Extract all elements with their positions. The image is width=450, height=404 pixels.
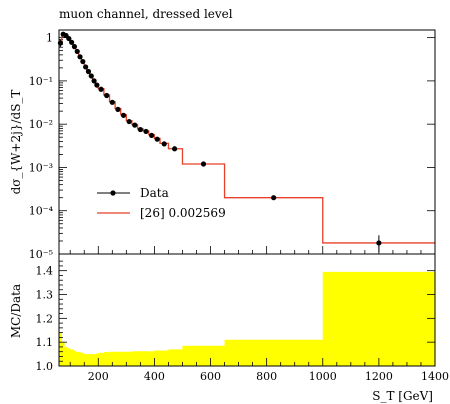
y-tick-label: 1 [46, 32, 53, 45]
mc-data-ratio-band [59, 271, 435, 366]
ratio-y-tick-label: 1.2 [36, 312, 54, 325]
ratio-panel: 1.0 1.1 1.2 1.3 1.4 200 400 600 800 1000 1200 1400… [9, 253, 449, 403]
ratio-y-tick-label: 1.3 [36, 289, 54, 302]
legend-data-marker [110, 190, 116, 196]
ratio-band-fill [59, 271, 435, 366]
ratio-x-ticks: 200 400 600 800 1000 1200 1400 [69, 358, 449, 383]
y-tick-label: 10⁻⁴ [29, 205, 54, 218]
x-tick-label: 1200 [365, 370, 393, 383]
ratio-y-tick-label: 1.0 [36, 360, 54, 373]
y-tick-label: 10⁻³ [29, 161, 53, 174]
data-point [126, 118, 132, 125]
main-frame [58, 29, 436, 255]
y-tick-label: 10⁻¹ [29, 75, 53, 88]
data-point [161, 141, 167, 147]
x-tick-label: 400 [144, 370, 165, 383]
data-point [104, 92, 110, 99]
x-tick-label: 1400 [421, 370, 449, 383]
x-tick-label: 200 [88, 370, 109, 383]
data-point [94, 82, 100, 88]
data-point [98, 86, 104, 92]
data-point [88, 73, 94, 79]
mc-step-line [59, 32, 435, 244]
ratio-y-tick-label: 1.1 [36, 336, 54, 349]
data-point [154, 136, 160, 142]
x-tick-label: 1000 [309, 370, 337, 383]
data-point [109, 99, 115, 105]
data-point [77, 54, 83, 60]
data-point [376, 240, 382, 246]
data-point [172, 146, 178, 152]
legend: Data [26] 0.002569 [97, 186, 226, 220]
data-point [137, 126, 143, 133]
data-point [74, 48, 80, 55]
x-tick-label: 600 [200, 370, 221, 383]
plot-title: muon channel, dressed level [59, 7, 233, 21]
data-point [85, 68, 92, 75]
y-tick-label: 10⁻² [29, 118, 53, 131]
main-x-ticks [69, 246, 436, 254]
y-tick-label: 10⁻⁵ [29, 248, 53, 261]
data-point [83, 64, 89, 70]
x-axis-label: S_T [GeV] [372, 389, 433, 403]
data-point [115, 106, 121, 112]
data-point [271, 195, 277, 201]
data-point [143, 128, 149, 135]
main-y-ticks: 10⁻⁵ 10⁻⁴ 10⁻³ 10⁻² 10⁻¹ 1 [29, 32, 435, 261]
x-tick-label: 800 [256, 370, 277, 383]
data-point [132, 122, 138, 128]
data-point [66, 35, 72, 42]
main-panel: 10⁻⁵ 10⁻⁴ 10⁻³ 10⁻² 10⁻¹ 1 dσ_{W+2j}/dS_T [9, 29, 436, 261]
ratio-y-tick-label: 1.4 [36, 265, 54, 278]
ratio-y-axis-label: MC/Data [9, 284, 23, 338]
data-point [200, 161, 207, 167]
mc-prediction-line [59, 32, 435, 244]
data-point [91, 78, 97, 84]
main-y-axis-label: dσ_{W+2j}/dS_T [9, 90, 23, 195]
data-point [120, 112, 127, 118]
ratio-frame [58, 253, 436, 367]
data-point [80, 58, 86, 65]
data-point [148, 132, 155, 139]
data-points [57, 31, 382, 253]
data-point [71, 44, 78, 50]
data-point [69, 39, 75, 45]
legend-mc-label: [26] 0.002569 [140, 206, 226, 220]
legend-data-label: Data [140, 186, 169, 200]
ratio-y-ticks: 1.0 1.1 1.2 1.3 1.4 [36, 260, 435, 373]
